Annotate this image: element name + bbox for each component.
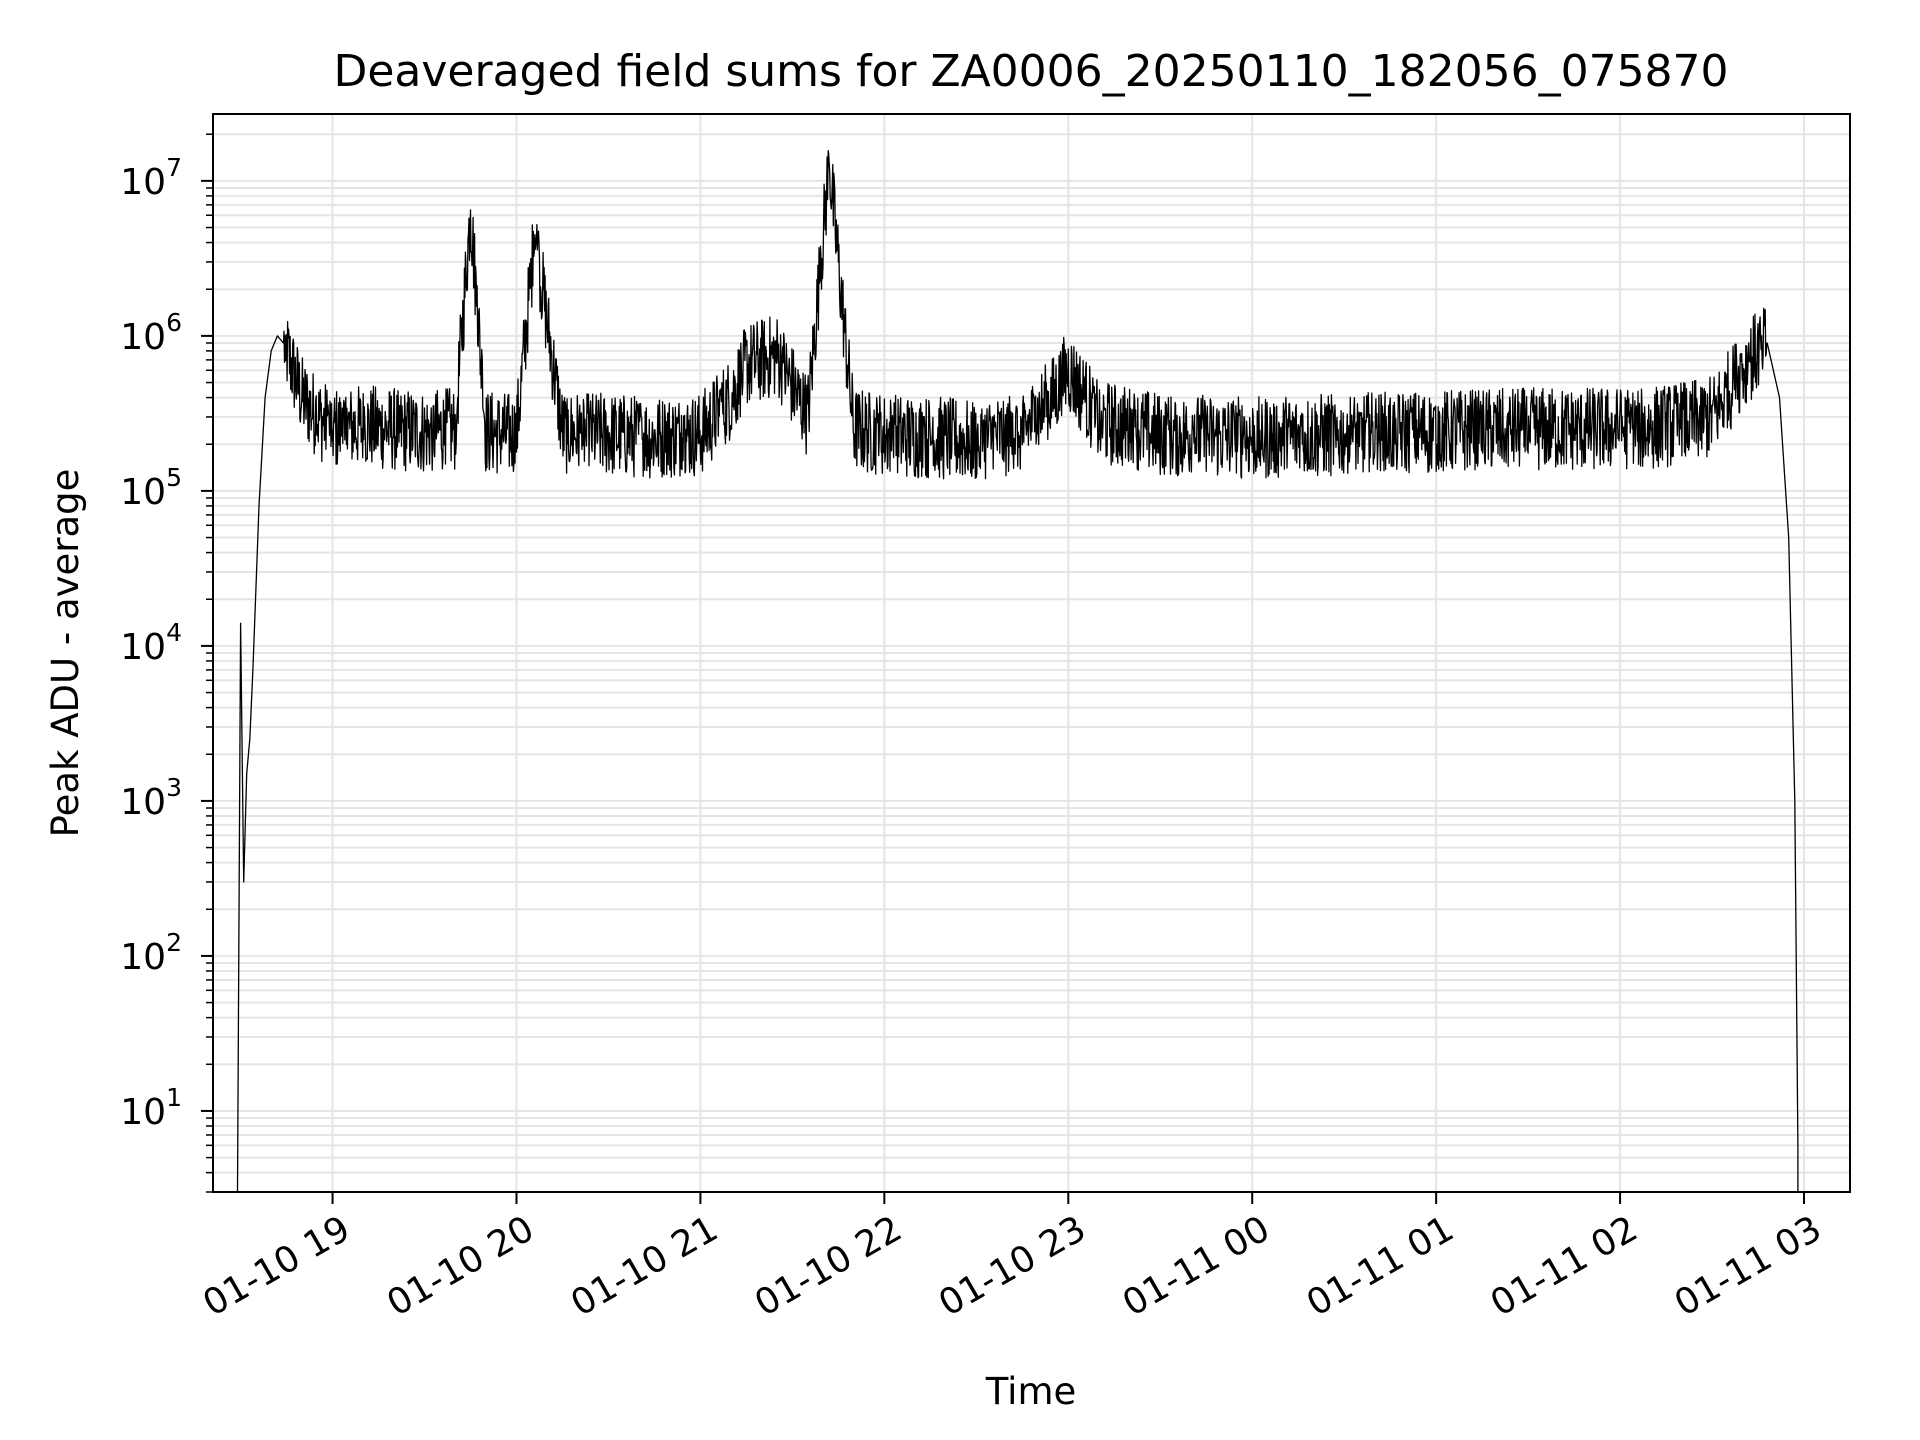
y-tick-label: 105 <box>120 463 182 513</box>
x-tick-label: 01-10 22 <box>748 1208 909 1324</box>
x-tick-label: 01-10 23 <box>932 1208 1093 1324</box>
y-tick-label: 104 <box>120 618 182 668</box>
y-tick-label: 107 <box>120 153 182 203</box>
x-axis-label: Time <box>985 1370 1077 1413</box>
x-tick-label: 01-11 02 <box>1484 1208 1645 1324</box>
y-tick-label: 106 <box>120 308 182 358</box>
y-tick-label: 102 <box>120 928 182 978</box>
y-tick-label: 101 <box>120 1083 182 1133</box>
x-tick-label: 01-11 00 <box>1116 1208 1277 1324</box>
grid <box>213 114 1850 1193</box>
y-axis-label: Peak ADU - average <box>44 469 87 838</box>
y-tick-label: 103 <box>120 773 182 823</box>
series-line <box>236 150 1799 1193</box>
chart-title: Deaveraged field sums for ZA0006_2025011… <box>333 46 1728 97</box>
data-layer <box>236 150 1799 1193</box>
x-tick-label: 01-11 01 <box>1300 1208 1461 1324</box>
x-tick-label: 01-10 21 <box>564 1208 725 1324</box>
x-tick-label: 01-10 19 <box>196 1208 357 1324</box>
x-tick-label: 01-11 03 <box>1668 1208 1829 1324</box>
x-tick-label: 01-10 20 <box>380 1208 541 1324</box>
